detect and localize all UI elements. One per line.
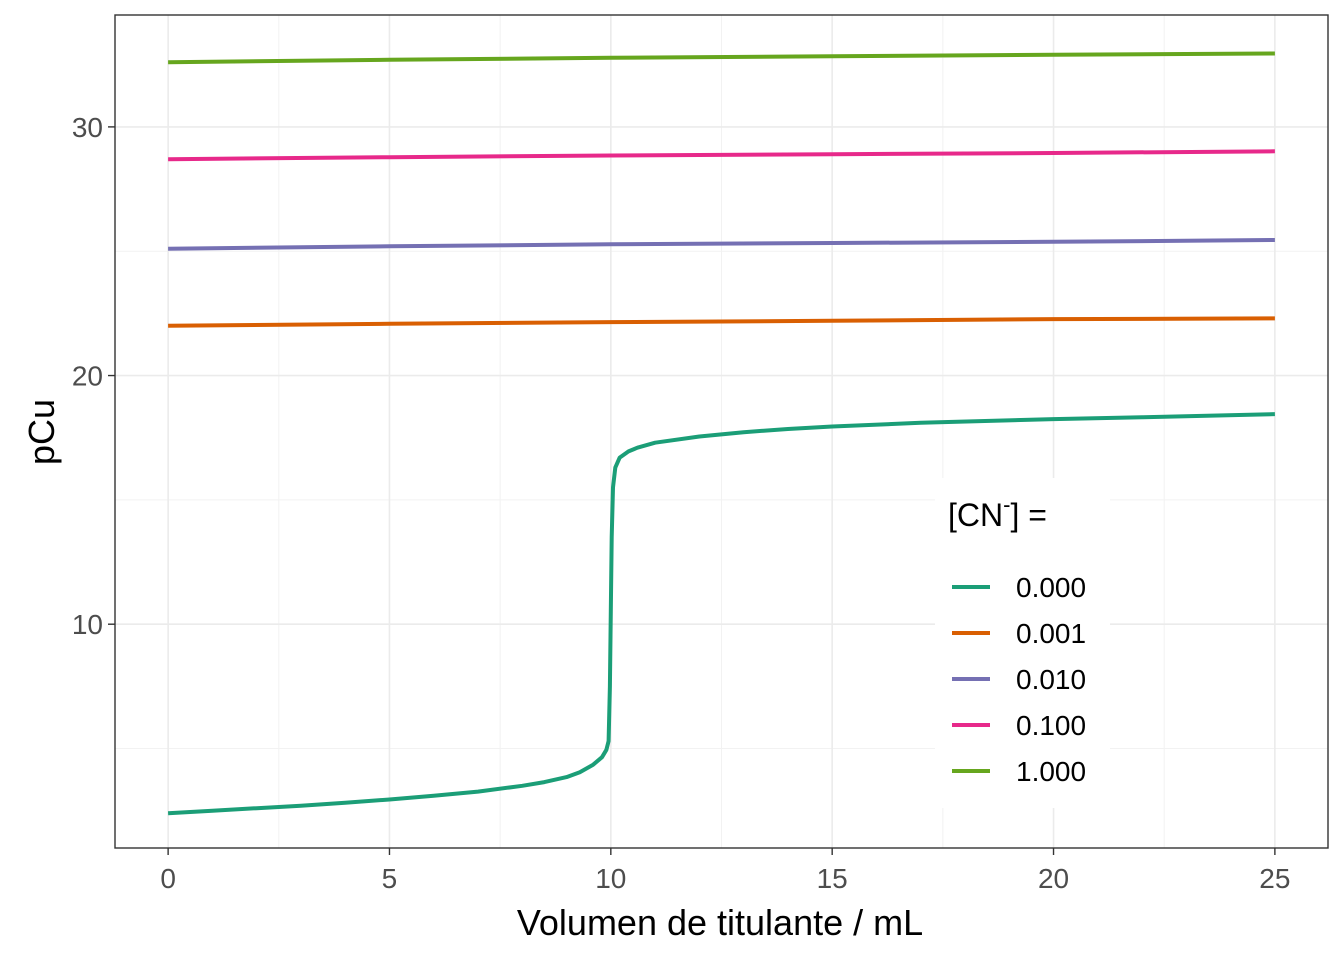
panel-border — [114, 14, 1329, 849]
legend-items: 0.000 0.001 0.010 0.100 1.000 — [952, 572, 1086, 787]
legend-title: [CN-] = — [948, 492, 1047, 533]
legend-label-0.010: 0.010 — [1016, 664, 1086, 695]
legend-background — [935, 478, 1110, 808]
legend: [CN-] = 0.000 0.001 0.010 0.100 1.000 — [935, 478, 1110, 808]
y-tick-label: 30 — [72, 112, 103, 143]
series-line-0.001 — [168, 316, 1275, 328]
x-tick-label: 25 — [1259, 863, 1290, 894]
series-line-1.000 — [168, 51, 1275, 65]
minor-gridlines — [115, 15, 1328, 848]
legend-title-end: ] = — [1010, 497, 1046, 533]
series-line-0.010 — [168, 238, 1275, 251]
legend-label-0.000: 0.000 — [1016, 572, 1086, 603]
y-axis-title: pCu — [21, 399, 62, 465]
series-line-0.000 — [167, 412, 1275, 816]
y-axis-ticks: 10 20 30 — [72, 112, 115, 640]
series-lines — [167, 51, 1275, 816]
y-tick-label: 20 — [72, 361, 103, 392]
y-tick-label: 10 — [72, 609, 103, 640]
x-tick-label: 0 — [160, 863, 176, 894]
x-axis-title: Volumen de titulante / mL — [517, 902, 923, 943]
x-tick-label: 20 — [1038, 863, 1069, 894]
legend-label-0.001: 0.001 — [1016, 618, 1086, 649]
legend-title-main: [CN — [948, 497, 1003, 533]
series-line-0.100 — [168, 149, 1275, 162]
x-axis-ticks: 0 5 10 15 20 25 — [160, 848, 1290, 894]
legend-title-superscript: - — [1003, 492, 1010, 517]
x-tick-label: 10 — [595, 863, 626, 894]
x-tick-label: 15 — [817, 863, 848, 894]
legend-label-0.100: 0.100 — [1016, 710, 1086, 741]
legend-label-1.000: 1.000 — [1016, 756, 1086, 787]
x-tick-label: 5 — [382, 863, 398, 894]
